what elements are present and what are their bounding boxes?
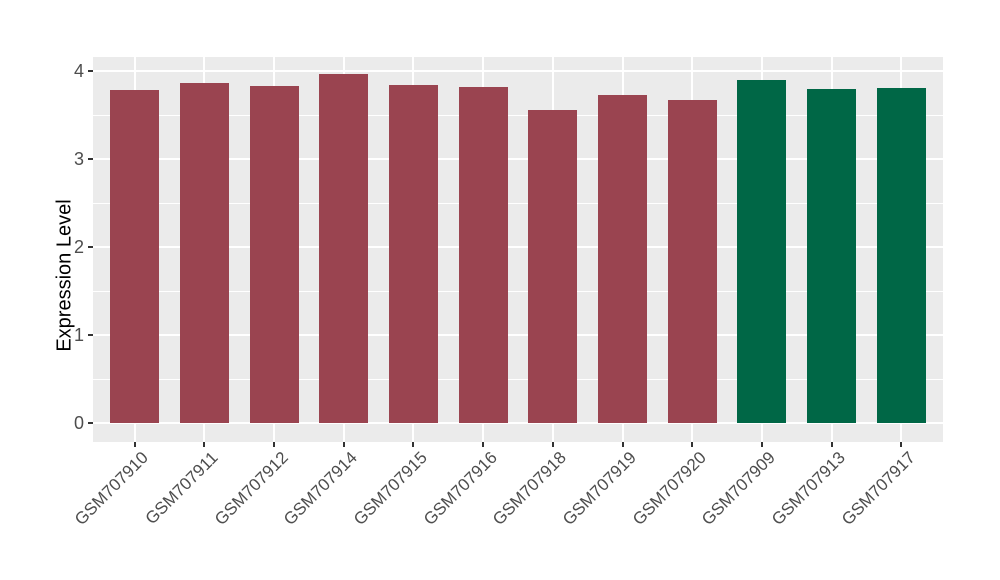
grid-minor-line bbox=[93, 114, 943, 116]
x-tick-label: GSM707920 bbox=[628, 448, 710, 529]
bar-GSM707918 bbox=[528, 109, 578, 423]
y-axis-title-wrap: Expression Level bbox=[52, 170, 78, 380]
y-tick-label: 1 bbox=[73, 325, 84, 345]
y-tick-label: 0 bbox=[73, 413, 84, 433]
grid-major-line bbox=[93, 422, 943, 424]
x-tick-label: GSM707916 bbox=[419, 448, 501, 529]
bar-GSM707912 bbox=[249, 85, 299, 423]
grid-major-line bbox=[93, 246, 943, 248]
grid-major-line bbox=[93, 158, 943, 160]
y-axis-tick bbox=[88, 158, 93, 160]
grid-minor-line bbox=[93, 202, 943, 204]
bar-GSM707915 bbox=[388, 85, 438, 423]
bar-GSM707909 bbox=[737, 79, 787, 423]
grid-minor-line bbox=[93, 378, 943, 380]
y-axis-tick bbox=[88, 70, 93, 72]
bar-GSM707917 bbox=[876, 87, 926, 423]
x-tick-label: GSM707912 bbox=[210, 448, 292, 529]
x-axis-tick bbox=[342, 442, 345, 447]
grid-major-line bbox=[93, 70, 943, 72]
bar-GSM707920 bbox=[667, 100, 717, 423]
x-tick-label: GSM707917 bbox=[837, 448, 919, 529]
x-axis-tick bbox=[691, 442, 694, 447]
x-axis-tick bbox=[273, 442, 276, 447]
y-axis-tick bbox=[88, 246, 93, 248]
bar-GSM707910 bbox=[110, 90, 160, 423]
bar-GSM707911 bbox=[179, 83, 229, 423]
x-axis-tick bbox=[551, 442, 554, 447]
x-axis-tick bbox=[830, 442, 833, 447]
grid-minor-line bbox=[93, 290, 943, 292]
x-tick-label: GSM707918 bbox=[489, 448, 571, 529]
y-axis-tick bbox=[88, 422, 93, 424]
y-tick-label: 3 bbox=[73, 149, 84, 169]
x-tick-label: GSM707910 bbox=[71, 448, 153, 529]
plot-panel bbox=[93, 57, 943, 442]
y-axis-tick bbox=[88, 334, 93, 336]
grid-major-line bbox=[93, 334, 943, 336]
x-axis-tick bbox=[482, 442, 485, 447]
x-tick-label: GSM707913 bbox=[768, 448, 849, 529]
x-tick-label: GSM707911 bbox=[141, 448, 222, 529]
x-axis-tick bbox=[760, 442, 763, 447]
x-tick-label: GSM707914 bbox=[280, 448, 362, 529]
x-axis-tick bbox=[621, 442, 624, 447]
x-tick-label: GSM707919 bbox=[559, 448, 640, 529]
bar-GSM707919 bbox=[598, 94, 647, 423]
bar-GSM707916 bbox=[458, 86, 508, 423]
x-axis-tick bbox=[203, 442, 206, 447]
x-axis-tick bbox=[412, 442, 415, 447]
bar-GSM707914 bbox=[319, 73, 369, 423]
x-tick-label: GSM707915 bbox=[350, 448, 431, 529]
x-tick-label: GSM707909 bbox=[698, 448, 780, 529]
x-axis-tick bbox=[133, 442, 136, 447]
bar-GSM707913 bbox=[807, 89, 857, 423]
x-axis-tick bbox=[900, 442, 903, 447]
y-tick-label: 4 bbox=[73, 61, 84, 81]
y-tick-label: 2 bbox=[73, 237, 84, 257]
